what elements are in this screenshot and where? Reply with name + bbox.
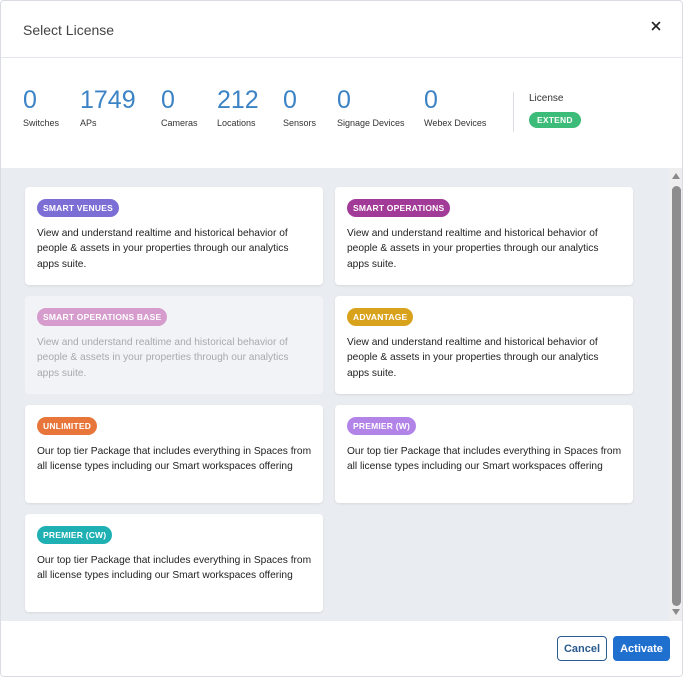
scroll-down-arrow-icon[interactable] xyxy=(672,609,680,615)
license-card-advantage[interactable]: ADVANTAGE View and understand realtime a… xyxy=(335,296,633,394)
scroll-thumb[interactable] xyxy=(672,186,681,606)
stat-value: 0 xyxy=(424,86,438,114)
dialog-footer: Cancel Activate xyxy=(1,621,682,676)
stat-value: 0 xyxy=(23,86,37,114)
license-type-badge: UNLIMITED xyxy=(37,417,98,435)
stat-value: 212 xyxy=(217,86,259,114)
license-description: View and understand realtime and histori… xyxy=(37,228,289,270)
license-card-smart-venues[interactable]: SMART VENUES View and understand realtim… xyxy=(25,187,323,285)
stat-label: Webex Devices xyxy=(424,118,487,128)
stat-label: Signage Devices xyxy=(337,118,405,128)
scroll-up-arrow-icon[interactable] xyxy=(672,173,680,179)
device-stats: 0 Switches 1749 APs 0 Cameras 212 Locati… xyxy=(1,58,682,168)
stat-webex-devices: 0 Webex Devices xyxy=(424,87,486,129)
stat-locations: 212 Locations xyxy=(217,87,259,129)
stat-label: Sensors xyxy=(283,118,317,128)
license-options: SMART VENUES View and understand realtim… xyxy=(1,168,682,621)
license-card-premier-w[interactable]: PREMIER (W) Our top tier Package that in… xyxy=(335,405,633,503)
license-badge: EXTEND xyxy=(529,112,581,128)
license-description: Our top tier Package that includes every… xyxy=(37,446,312,473)
stat-label: Switches xyxy=(23,118,60,128)
stat-value: 0 xyxy=(161,86,175,114)
license-description: Our top tier Package that includes every… xyxy=(347,446,622,473)
stat-aps: 1749 APs xyxy=(80,87,136,129)
license-description: View and understand realtime and histori… xyxy=(347,228,599,270)
stat-value: 0 xyxy=(337,86,351,114)
stat-label: Locations xyxy=(217,118,256,128)
license-card-smart-operations[interactable]: SMART OPERATIONS View and understand rea… xyxy=(335,187,633,285)
license-type-badge: SMART OPERATIONS BASE xyxy=(37,308,168,326)
stat-cameras: 0 Cameras xyxy=(161,87,198,129)
license-type-badge: SMART VENUES xyxy=(37,199,119,217)
stat-label: APs xyxy=(80,118,97,128)
license-description: Our top tier Package that includes every… xyxy=(37,555,312,582)
license-label: License xyxy=(529,93,564,104)
stat-value: 1749 xyxy=(80,86,136,114)
cancel-button[interactable]: Cancel xyxy=(557,636,607,661)
stat-signage-devices: 0 Signage Devices xyxy=(337,87,405,129)
license-card-unlimited[interactable]: UNLIMITED Our top tier Package that incl… xyxy=(25,405,323,503)
content-scrollbar[interactable] xyxy=(669,168,682,621)
activate-button[interactable]: Activate xyxy=(613,636,670,661)
license-card-premier-cw[interactable]: PREMIER (CW) Our top tier Package that i… xyxy=(25,514,323,612)
license-description: View and understand realtime and histori… xyxy=(347,337,599,379)
close-button[interactable] xyxy=(647,17,665,35)
license-type-badge: SMART OPERATIONS xyxy=(347,199,451,217)
dialog-header: Select License xyxy=(1,1,682,58)
license-description: View and understand realtime and histori… xyxy=(37,337,289,379)
stat-label: Cameras xyxy=(161,118,198,128)
stat-switches: 0 Switches xyxy=(23,87,59,129)
stats-divider xyxy=(513,92,514,132)
current-license: License EXTEND xyxy=(529,93,581,128)
license-type-badge: PREMIER (CW) xyxy=(37,526,113,544)
close-icon xyxy=(651,21,661,31)
license-type-badge: PREMIER (W) xyxy=(347,417,416,435)
stat-sensors: 0 Sensors xyxy=(283,87,316,129)
license-card-smart-operations-base: SMART OPERATIONS BASE View and understan… xyxy=(25,296,323,394)
stat-value: 0 xyxy=(283,86,297,114)
license-type-badge: ADVANTAGE xyxy=(347,308,414,326)
dialog-title: Select License xyxy=(23,22,115,38)
